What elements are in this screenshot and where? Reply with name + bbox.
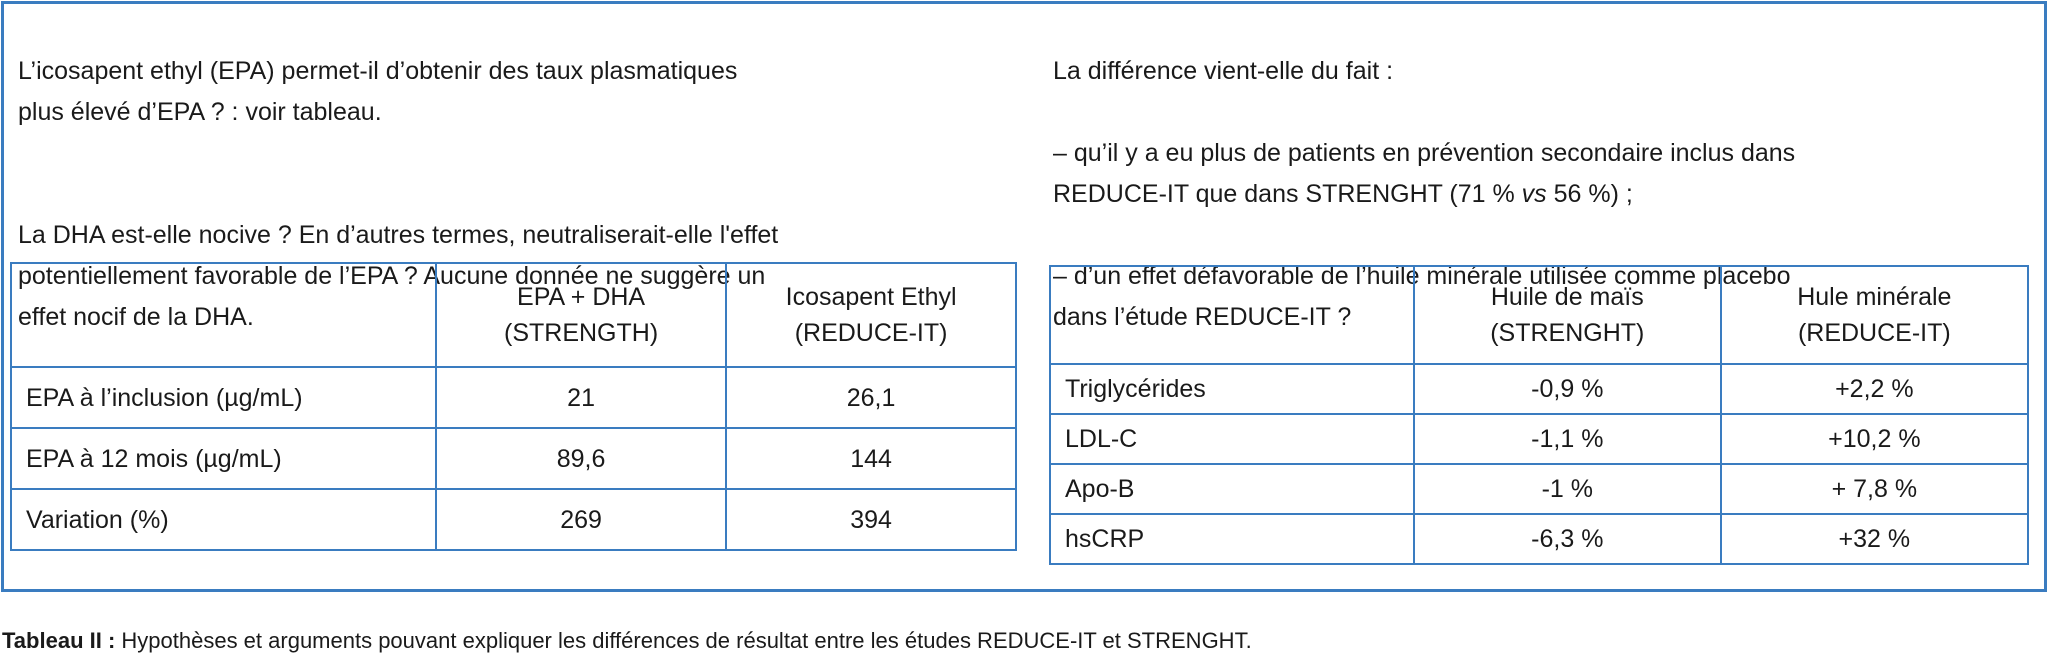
caption-label: Tableau II : <box>2 628 116 653</box>
cell: Apo-B <box>1049 463 1415 515</box>
row: EPA à 12 mois (µg/mL) 89,6 144 <box>10 427 1017 490</box>
paragraph: La différence vient-elle du fait : <box>1053 57 1394 85</box>
left-table: EPA + DHA (STRENGTH) Icosapent Ethyl (RED… <box>10 262 1017 551</box>
cell: EPA à 12 mois (µg/mL) <box>10 427 437 490</box>
cell: + 7,8 % <box>1719 463 2030 515</box>
caption: Tableau II : Hypothèses et arguments pou… <box>2 628 1252 654</box>
cell: hsCRP <box>1049 513 1415 565</box>
cell <box>10 262 437 368</box>
row: Triglycérides -0,9 % +2,2 % <box>1049 363 2030 415</box>
cell: EPA à l’inclusion (µg/mL) <box>10 366 437 429</box>
header-row: EPA + DHA (STRENGTH) Icosapent Ethyl (RED… <box>10 262 1017 368</box>
row: EPA à l’inclusion (µg/mL) 21 26,1 <box>10 366 1017 429</box>
paragraph: L’icosapent ethyl (EPA) permet-il d’obte… <box>18 57 738 126</box>
header-row: Huile de maïs (STRENGHT) Hule minérale (R… <box>1049 265 2030 365</box>
cell: -6,3 % <box>1412 513 1722 565</box>
cell <box>1049 265 1415 365</box>
cell: -1,1 % <box>1412 413 1722 465</box>
cell: Variation (%) <box>10 488 437 551</box>
row: Variation (%) 269 394 <box>10 488 1017 551</box>
cell: 144 <box>725 427 1017 490</box>
cell: +2,2 % <box>1719 363 2030 415</box>
caption-text: Hypothèses et arguments pouvant explique… <box>115 628 1252 653</box>
cell: 89,6 <box>434 427 728 490</box>
cell: 26,1 <box>725 366 1017 429</box>
frame <box>1 1 2047 592</box>
cell: LDL-C <box>1049 413 1415 465</box>
header-cell: Hule minérale (REDUCE-IT) <box>1719 265 2030 365</box>
cell: Triglycérides <box>1049 363 1415 415</box>
paragraph: – qu’il y a eu plus de patients en préve… <box>1053 133 1795 215</box>
row: Apo-B -1 % + 7,8 % <box>1049 463 2030 515</box>
row: hsCRP -6,3 % +32 % <box>1049 513 2030 565</box>
header-cell: Huile de maïs (STRENGHT) <box>1412 265 1722 365</box>
cell: +10,2 % <box>1719 413 2030 465</box>
row: LDL-C -1,1 % +10,2 % <box>1049 413 2030 465</box>
cell: +32 % <box>1719 513 2030 565</box>
cell: -0,9 % <box>1412 363 1722 415</box>
right-table: Huile de maïs (STRENGHT) Hule minérale (R… <box>1049 265 2030 565</box>
cell: 394 <box>725 488 1017 551</box>
header-cell: EPA + DHA (STRENGTH) <box>434 262 728 368</box>
text: 56 %) ; <box>1546 180 1633 208</box>
cell: -1 % <box>1412 463 1722 515</box>
cell: 21 <box>434 366 728 429</box>
text: – qu’il y a eu plus de patients en préve… <box>1053 139 1796 208</box>
header-cell: Icosapent Ethyl (REDUCE-IT) <box>725 262 1017 368</box>
cell: 269 <box>434 488 728 551</box>
text: vs <box>1521 180 1547 208</box>
